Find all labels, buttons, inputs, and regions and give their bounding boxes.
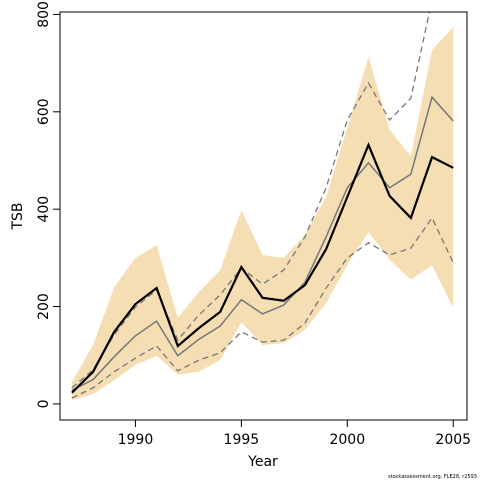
x-axis-label: Year — [247, 454, 278, 470]
credit: stockassessment.org, FLE28, r2593 — [388, 474, 477, 480]
series-line — [71, 142, 454, 394]
x-tick-label: 1990 — [118, 432, 154, 448]
confidence-band — [71, 27, 454, 401]
series-line — [71, 216, 454, 399]
y-tick-label: 0 — [36, 399, 52, 408]
y-tick-label: 200 — [36, 293, 52, 320]
plot-area — [71, 12, 454, 401]
y-tick-label: 400 — [36, 196, 52, 223]
plot-frame — [59, 11, 468, 421]
series-line — [71, 95, 454, 391]
y-axis-label: TSB — [10, 202, 26, 230]
x-tick-label: 1995 — [224, 432, 260, 448]
y-tick-label: 600 — [36, 98, 52, 125]
series-line — [71, 12, 431, 389]
x-tick-label: 2005 — [435, 432, 471, 448]
y-tick-label: 800 — [36, 1, 52, 28]
x-tick-label: 2000 — [329, 432, 365, 448]
